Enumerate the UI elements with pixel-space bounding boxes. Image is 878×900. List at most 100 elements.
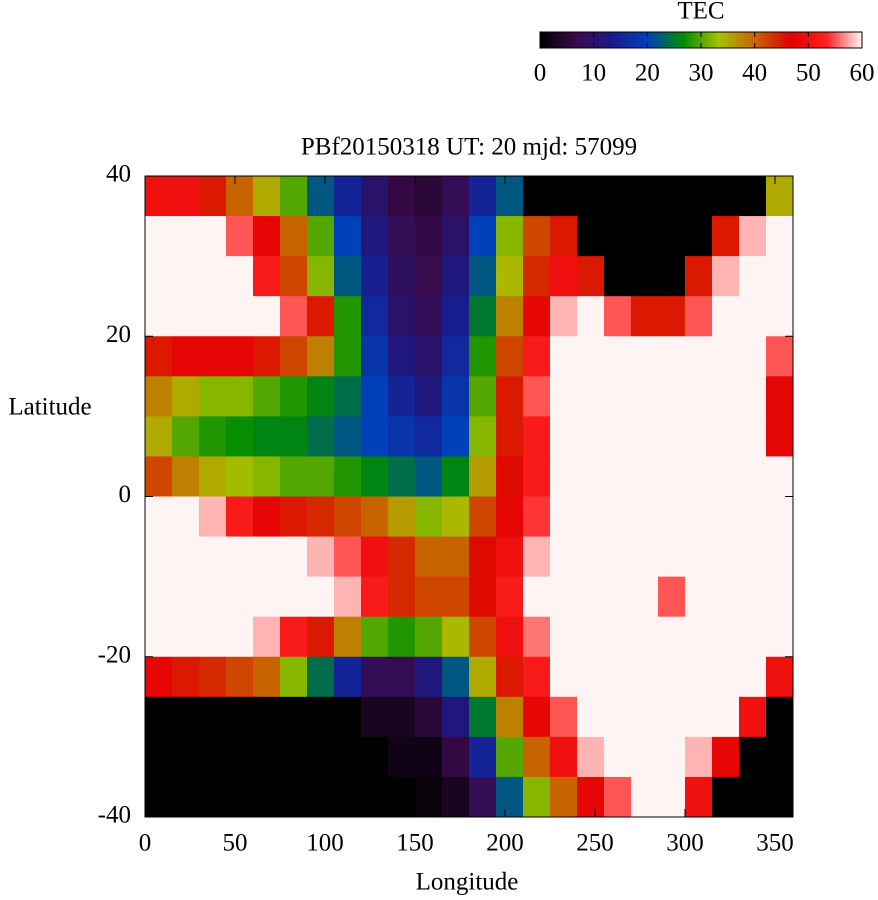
heatmap-cell	[631, 776, 659, 818]
heatmap-cell	[280, 536, 308, 578]
heatmap-cell	[172, 536, 200, 578]
heatmap-cell	[388, 616, 416, 658]
heatmap-cell	[388, 416, 416, 457]
heatmap-cell	[226, 736, 254, 778]
heatmap-cell	[739, 176, 767, 217]
heatmap-cell	[334, 376, 362, 417]
heatmap-cell	[496, 736, 524, 778]
heatmap-cell	[307, 776, 335, 818]
heatmap-cell	[334, 336, 362, 377]
heatmap-cell	[496, 536, 524, 578]
heatmap-cell	[307, 536, 335, 578]
heatmap-cell	[388, 296, 416, 337]
heatmap-cell	[388, 376, 416, 417]
heatmap-cell	[334, 616, 362, 658]
heatmap-cell	[442, 776, 470, 818]
heatmap-cell	[361, 336, 389, 377]
heatmap-cell	[280, 696, 308, 738]
heatmap-cell	[685, 776, 713, 818]
heatmap-cell	[280, 296, 308, 337]
heatmap-cell	[415, 256, 443, 297]
heatmap-cell	[712, 536, 740, 578]
heatmap-cell	[307, 216, 335, 257]
heatmap-cell	[739, 736, 767, 778]
y-tick-label: -20	[98, 641, 131, 668]
heatmap-cell	[685, 576, 713, 618]
heatmap-cell	[658, 296, 686, 337]
heatmap-cell	[631, 256, 659, 297]
heatmap-cell	[550, 256, 578, 297]
heatmap-cell	[145, 616, 173, 658]
heatmap-cell	[469, 776, 497, 818]
heatmap-cell	[442, 416, 470, 457]
heatmap-cell	[604, 496, 632, 538]
heatmap-cell	[604, 176, 632, 217]
heatmap-cell	[199, 776, 227, 818]
x-tick-label: 250	[576, 830, 614, 857]
heatmap-cell	[496, 496, 524, 538]
heatmap-cell	[469, 576, 497, 618]
heatmap-cell	[172, 336, 200, 377]
heatmap-cell	[199, 416, 227, 457]
heatmap-cell	[226, 776, 254, 818]
heatmap-cell	[766, 776, 794, 818]
heatmap-cell	[334, 416, 362, 457]
heatmap-cell	[604, 416, 632, 457]
heatmap-cell	[253, 536, 281, 578]
heatmap-cell	[307, 616, 335, 658]
heatmap-cell	[658, 536, 686, 578]
heatmap-cell	[712, 336, 740, 377]
heatmap-cell	[577, 496, 605, 538]
heatmap-cell	[550, 376, 578, 417]
heatmap-cell	[712, 616, 740, 658]
heatmap-cell	[739, 536, 767, 578]
heatmap-cell	[388, 176, 416, 217]
heatmap-cell	[766, 616, 794, 658]
heatmap-cell	[253, 256, 281, 297]
heatmap-cell	[766, 536, 794, 578]
heatmap-cell	[550, 176, 578, 217]
heatmap-cell	[280, 616, 308, 658]
heatmap-cell	[496, 776, 524, 818]
heatmap-cell	[199, 376, 227, 417]
heatmap-cell	[577, 376, 605, 417]
heatmap-cell	[280, 776, 308, 818]
heatmap-cell	[226, 496, 254, 538]
heatmap-cell	[280, 576, 308, 618]
heatmap-cell	[334, 256, 362, 297]
heatmap-cell	[550, 576, 578, 618]
y-tick-label: 0	[119, 481, 132, 508]
heatmap-cell	[442, 336, 470, 377]
heatmap-cell	[334, 656, 362, 698]
heatmap-cell	[496, 656, 524, 698]
heatmap-cell	[523, 416, 551, 457]
y-tick-label: 40	[106, 161, 131, 188]
heatmap-cell	[172, 216, 200, 257]
heatmap-cell	[172, 376, 200, 417]
heatmap-cell	[307, 656, 335, 698]
heatmap-cell	[361, 376, 389, 417]
heatmap-cell	[280, 336, 308, 377]
heatmap-cell	[496, 296, 524, 337]
heatmap-cell	[199, 496, 227, 538]
heatmap-cell	[307, 296, 335, 337]
heatmap-cell	[172, 416, 200, 457]
heatmap-cell	[442, 256, 470, 297]
heatmap-cell	[685, 296, 713, 337]
heatmap-cell	[604, 296, 632, 337]
heatmap-cell	[361, 496, 389, 538]
heatmap-cell	[388, 336, 416, 377]
heatmap-cell	[199, 696, 227, 738]
heatmap-cell	[334, 216, 362, 257]
colorbar-tick-label: 10	[581, 60, 606, 87]
heatmap-cell	[388, 576, 416, 618]
heatmap-cell	[145, 776, 173, 818]
colorbar-tick-label: 50	[796, 60, 821, 87]
heatmap-cell	[334, 736, 362, 778]
heatmap-cell	[523, 216, 551, 257]
heatmap-cell	[523, 616, 551, 658]
heatmap-cell	[469, 656, 497, 698]
heatmap-cell	[739, 456, 767, 497]
y-tick-label: 20	[106, 321, 131, 348]
